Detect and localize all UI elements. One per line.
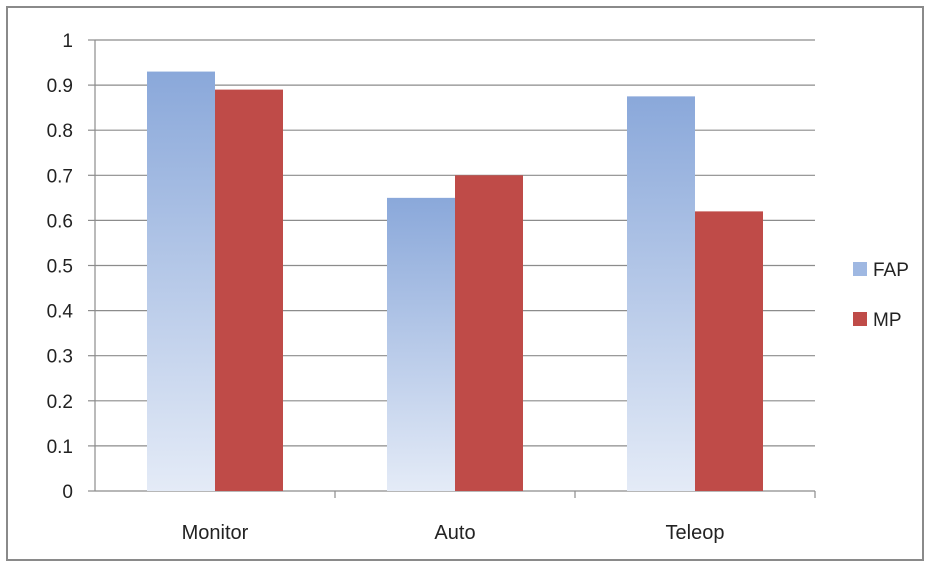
- y-tick-label: 0.4: [47, 302, 74, 323]
- bar-fap-monitor: [147, 71, 215, 491]
- x-tick-label: Monitor: [182, 522, 249, 544]
- legend-label-mp: MP: [873, 310, 902, 331]
- bar-mp-auto: [455, 175, 523, 492]
- y-tick-label: 0.9: [47, 76, 73, 97]
- legend-swatch-mp: [853, 312, 867, 326]
- y-tick-label: 0.5: [47, 257, 73, 278]
- y-tick-label: 0.3: [47, 347, 73, 368]
- bar-mp-teleop: [695, 211, 763, 491]
- y-tick-label: 1: [62, 31, 73, 52]
- y-tick-label: 0.7: [47, 166, 73, 187]
- legend-label-fap: FAP: [873, 260, 909, 281]
- bars: [147, 71, 763, 492]
- y-tick-labels: 0 0.1 0.2 0.3 0.4 0.5 0.6 0.7 0.8 0.9 1: [47, 31, 74, 503]
- legend: FAP MP: [853, 260, 909, 331]
- y-tick-label: 0.1: [47, 437, 73, 458]
- bar-mp-monitor: [215, 89, 283, 492]
- bar-fap-teleop: [627, 96, 695, 491]
- y-tick-label: 0.8: [47, 121, 73, 142]
- y-tick-label: 0.6: [47, 211, 73, 232]
- y-tick-label: 0: [62, 482, 73, 503]
- x-tick-labels: Monitor Auto Teleop: [182, 522, 725, 544]
- bar-fap-auto: [387, 197, 455, 491]
- legend-swatch-fap: [853, 262, 867, 276]
- x-tick-label: Teleop: [666, 522, 725, 544]
- x-tick-label: Auto: [434, 522, 475, 544]
- y-tick-label: 0.2: [47, 392, 73, 413]
